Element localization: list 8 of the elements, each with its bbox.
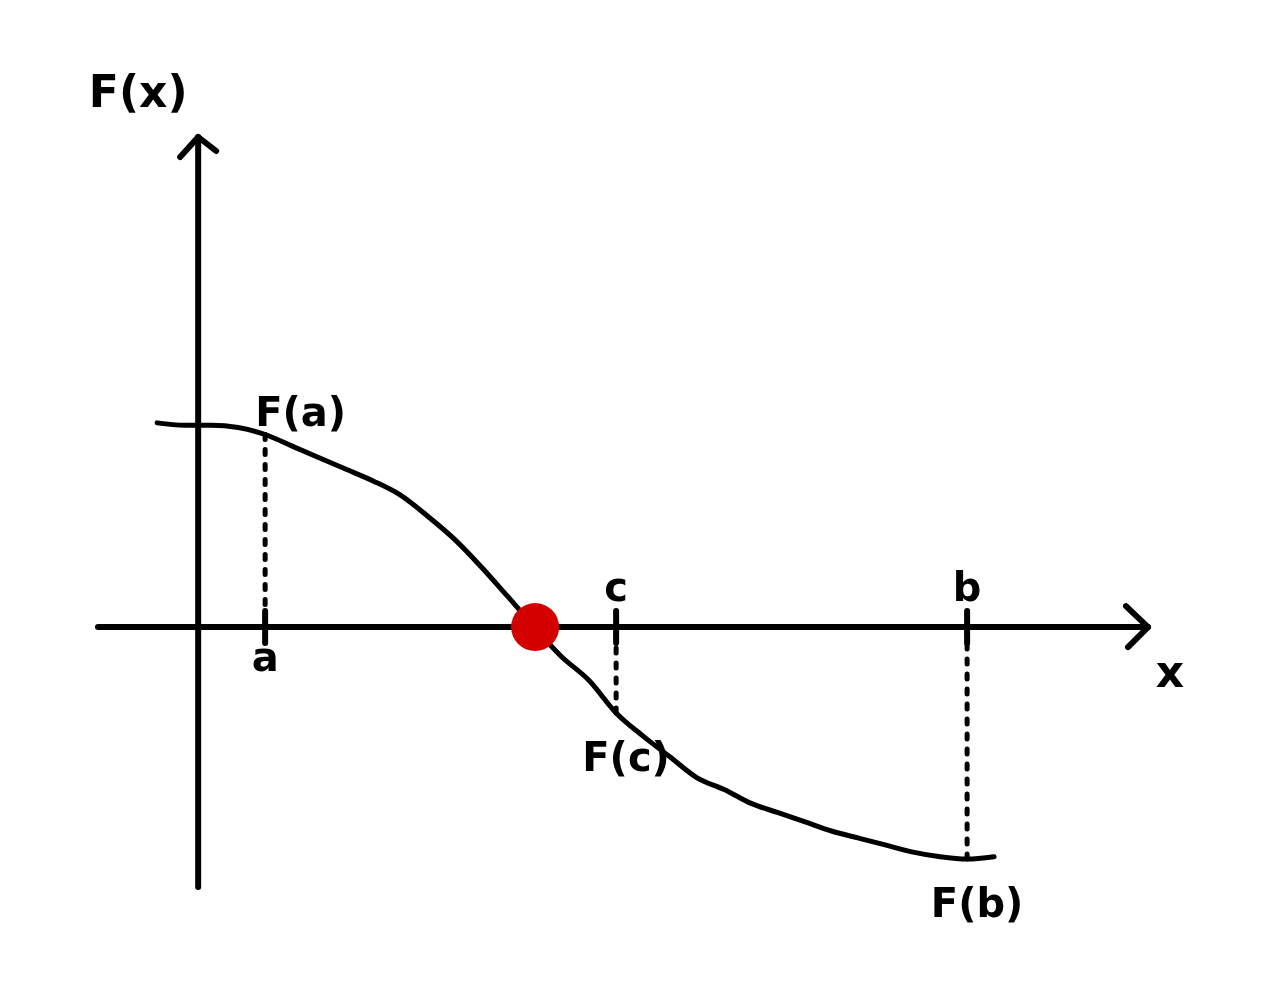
x-tick-label: a [251,634,279,681]
annotation: F(a) [255,389,347,436]
x-tick-label: b [952,564,982,611]
x-axis-title: x [1155,646,1185,698]
text: F(x) [88,66,188,117]
x-tick-label: c [604,564,628,611]
annotation: F(c) [582,733,670,780]
annotation: F(b) [930,880,1024,927]
